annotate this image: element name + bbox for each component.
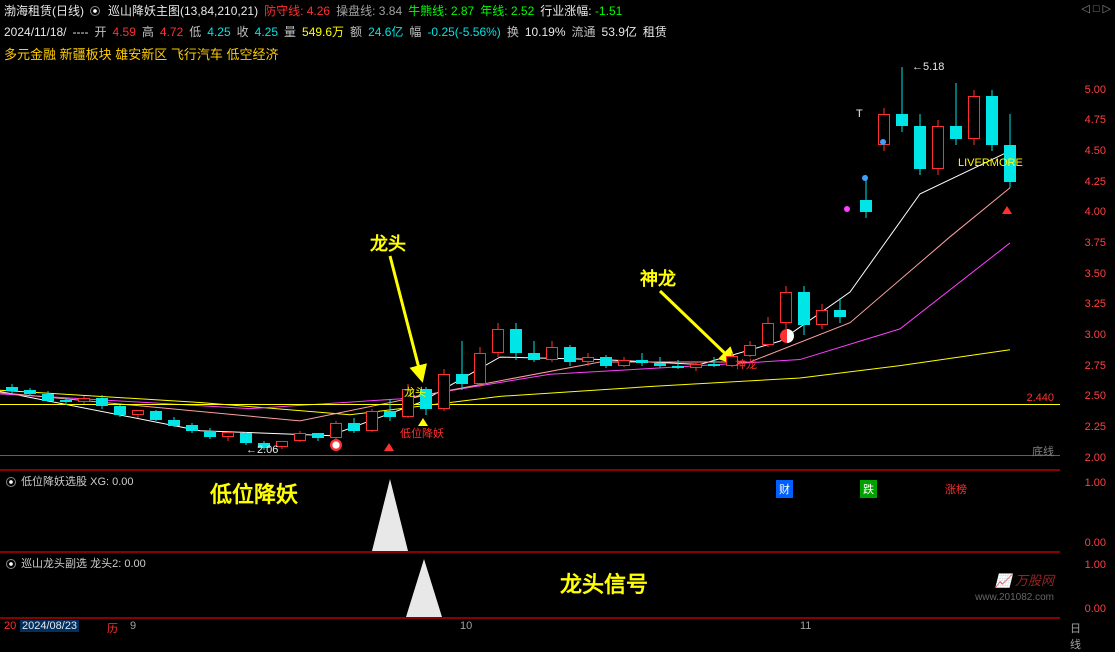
header-row-1: 渤海租赁(日线) 巡山降妖主图(13,84,210,21) 防守线: 4.26 … xyxy=(0,0,1115,21)
candle[interactable] xyxy=(726,65,738,470)
corner-controls[interactable]: ◁ □ ▷ xyxy=(1081,2,1111,15)
candle[interactable] xyxy=(600,65,612,470)
candle[interactable] xyxy=(1004,65,1016,470)
candle[interactable] xyxy=(672,65,684,470)
candle[interactable] xyxy=(564,65,576,470)
y-axis: 2.002.252.502.753.003.253.503.754.004.25… xyxy=(1062,65,1110,469)
candle[interactable] xyxy=(950,65,962,470)
candle[interactable] xyxy=(96,65,108,470)
candle[interactable] xyxy=(878,65,890,470)
candle[interactable] xyxy=(294,65,306,470)
sub1-label: 低位降妖 xyxy=(210,477,298,509)
candle[interactable] xyxy=(816,65,828,470)
sub-panel-1[interactable]: 低位降妖选股 XG: 0.00 低位降妖 1.00 0.00 xyxy=(0,470,1060,552)
candle[interactable] xyxy=(474,65,486,470)
candle[interactable] xyxy=(492,65,504,470)
candle[interactable] xyxy=(168,65,180,470)
candle[interactable] xyxy=(708,65,720,470)
stock-title: 渤海租赁(日线) xyxy=(4,2,84,19)
candle[interactable] xyxy=(258,65,270,470)
sub2-title: 巡山龙头副选 龙头2: 0.00 xyxy=(6,555,146,571)
candle[interactable] xyxy=(114,65,126,470)
candle[interactable] xyxy=(24,65,36,470)
candle[interactable] xyxy=(834,65,846,470)
candle[interactable] xyxy=(456,65,468,470)
candle[interactable] xyxy=(150,65,162,470)
candle[interactable] xyxy=(914,65,926,470)
candle[interactable] xyxy=(384,65,396,470)
radio-icon[interactable] xyxy=(6,559,16,569)
main-chart[interactable]: 2.002.252.502.753.003.253.503.754.004.25… xyxy=(0,65,1060,470)
candle[interactable] xyxy=(690,65,702,470)
candle[interactable] xyxy=(402,65,414,470)
candle[interactable] xyxy=(968,65,980,470)
candle[interactable] xyxy=(932,65,944,470)
concept-tags: 多元金融 新疆板块 雄安新区 飞行汽车 低空经济 xyxy=(0,42,1115,65)
candle[interactable] xyxy=(618,65,630,470)
candle[interactable] xyxy=(330,65,342,470)
candle[interactable] xyxy=(222,65,234,470)
candle[interactable] xyxy=(762,65,774,470)
radio-icon[interactable] xyxy=(6,477,16,487)
candle[interactable] xyxy=(420,65,432,470)
candle[interactable] xyxy=(312,65,324,470)
indicator-name: 巡山降妖主图(13,84,210,21) xyxy=(108,2,258,19)
candle[interactable] xyxy=(528,65,540,470)
candle[interactable] xyxy=(276,65,288,470)
candle[interactable] xyxy=(654,65,666,470)
header-row-2: 2024/11/18/ ---- 开4.59 高4.72 低4.25 收4.25… xyxy=(0,21,1115,42)
candle[interactable] xyxy=(438,65,450,470)
candle[interactable] xyxy=(636,65,648,470)
radio-main[interactable] xyxy=(90,4,102,18)
candle[interactable] xyxy=(6,65,18,470)
watermark-url: www.201082.com xyxy=(975,592,1054,603)
candle[interactable] xyxy=(78,65,90,470)
candle[interactable] xyxy=(986,65,998,470)
candle[interactable] xyxy=(780,65,792,470)
candle[interactable] xyxy=(860,65,872,470)
candle[interactable] xyxy=(132,65,144,470)
candle[interactable] xyxy=(546,65,558,470)
candle[interactable] xyxy=(240,65,252,470)
candle[interactable] xyxy=(896,65,908,470)
candle[interactable] xyxy=(366,65,378,470)
watermark-brand: 📈 万股网 xyxy=(995,570,1054,589)
candle[interactable] xyxy=(60,65,72,470)
candle[interactable] xyxy=(42,65,54,470)
sub-panel-2[interactable]: 巡山龙头副选 龙头2: 0.00 龙头信号 1.00 0.00 📈 万股网 ww… xyxy=(0,552,1060,618)
date-axis: 202024/08/23历91011日线 xyxy=(0,618,1060,634)
sub1-title: 低位降妖选股 XG: 0.00 xyxy=(6,473,134,489)
sub2-label: 龙头信号 xyxy=(560,567,648,599)
candle[interactable] xyxy=(744,65,756,470)
candle[interactable] xyxy=(582,65,594,470)
candle[interactable] xyxy=(204,65,216,470)
candle[interactable] xyxy=(186,65,198,470)
candle[interactable] xyxy=(510,65,522,470)
candle[interactable] xyxy=(348,65,360,470)
candle[interactable] xyxy=(798,65,810,470)
